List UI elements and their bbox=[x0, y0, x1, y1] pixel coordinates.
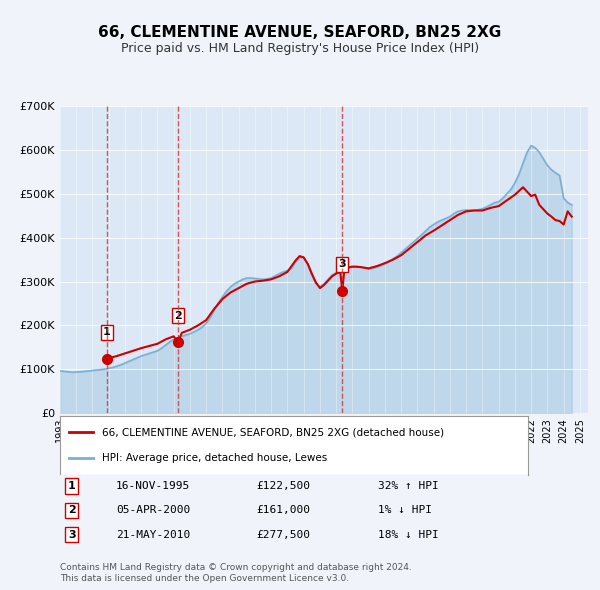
Text: 66, CLEMENTINE AVENUE, SEAFORD, BN25 2XG: 66, CLEMENTINE AVENUE, SEAFORD, BN25 2XG bbox=[98, 25, 502, 40]
Text: 1% ↓ HPI: 1% ↓ HPI bbox=[378, 506, 432, 515]
Text: 1: 1 bbox=[68, 481, 76, 491]
Text: 05-APR-2000: 05-APR-2000 bbox=[116, 506, 190, 515]
Text: Contains HM Land Registry data © Crown copyright and database right 2024.
This d: Contains HM Land Registry data © Crown c… bbox=[60, 563, 412, 583]
Text: 2: 2 bbox=[174, 310, 182, 320]
Text: 1: 1 bbox=[103, 327, 110, 337]
Text: 2: 2 bbox=[68, 506, 76, 515]
Text: 32% ↑ HPI: 32% ↑ HPI bbox=[378, 481, 439, 491]
Text: 3: 3 bbox=[68, 530, 76, 540]
Text: HPI: Average price, detached house, Lewes: HPI: Average price, detached house, Lewe… bbox=[102, 454, 328, 463]
Text: 18% ↓ HPI: 18% ↓ HPI bbox=[378, 530, 439, 540]
Text: £122,500: £122,500 bbox=[257, 481, 311, 491]
Text: 16-NOV-1995: 16-NOV-1995 bbox=[116, 481, 190, 491]
Text: £277,500: £277,500 bbox=[257, 530, 311, 540]
Text: £161,000: £161,000 bbox=[257, 506, 311, 515]
Text: Price paid vs. HM Land Registry's House Price Index (HPI): Price paid vs. HM Land Registry's House … bbox=[121, 42, 479, 55]
Text: 66, CLEMENTINE AVENUE, SEAFORD, BN25 2XG (detached house): 66, CLEMENTINE AVENUE, SEAFORD, BN25 2XG… bbox=[102, 428, 444, 437]
Text: 21-MAY-2010: 21-MAY-2010 bbox=[116, 530, 190, 540]
Text: 3: 3 bbox=[338, 260, 346, 270]
